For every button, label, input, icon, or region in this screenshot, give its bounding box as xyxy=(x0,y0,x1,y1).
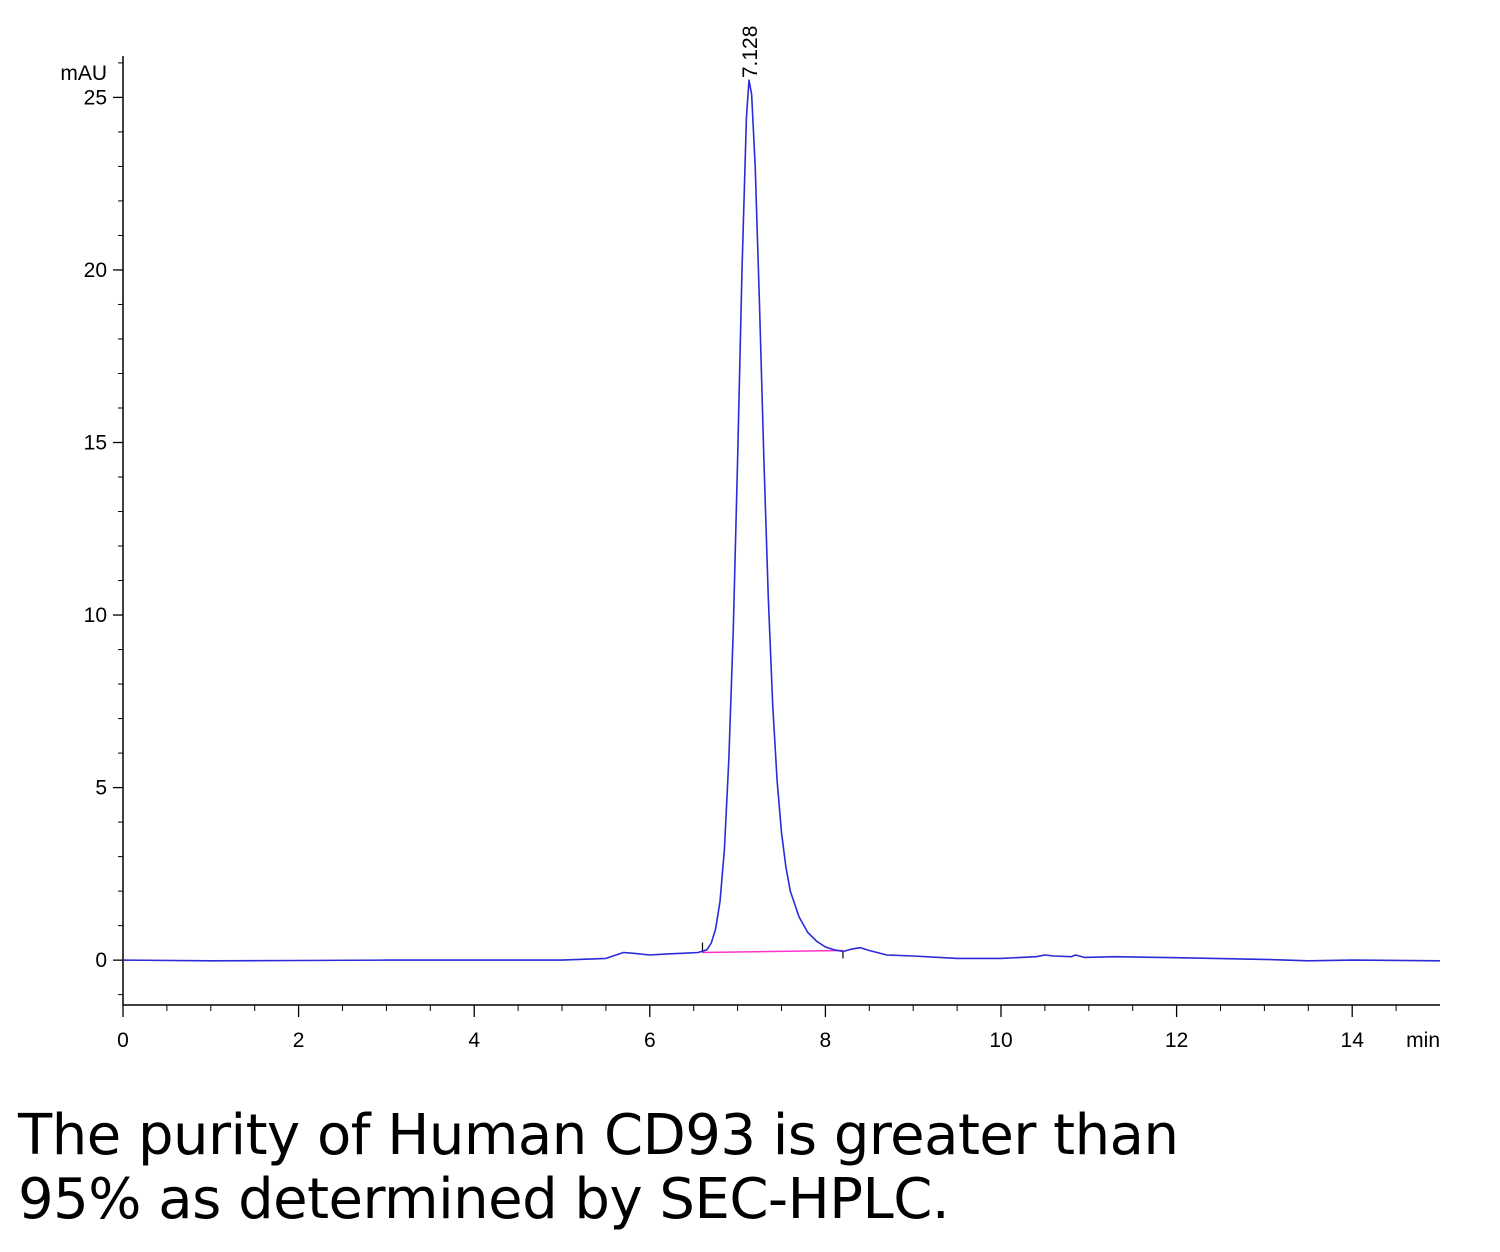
y-tick-label: 20 xyxy=(84,259,107,282)
x-tick-label: 12 xyxy=(1165,1029,1188,1052)
y-tick-label: 15 xyxy=(84,432,107,455)
caption: The purity of Human CD93 is greater than… xyxy=(18,1104,1478,1232)
x-tick-label: 8 xyxy=(820,1029,832,1052)
caption-line-1: The purity of Human CD93 is greater than xyxy=(18,1103,1179,1168)
labels: 0 5 10 15 20 25 0 2 4 6 8 10 12 14 mAU min 7.128 xyxy=(60,26,1440,1052)
y-tick-label: 5 xyxy=(95,777,107,800)
integration-baseline xyxy=(702,949,843,954)
x-tick-label: 2 xyxy=(293,1029,305,1052)
x-tick-label: 6 xyxy=(644,1029,656,1052)
y-tick-label: 10 xyxy=(84,604,107,627)
chromatogram-chart: 0 5 10 15 20 25 0 2 4 6 8 10 12 14 mAU min 7.128 xyxy=(60,26,1441,1052)
x-tick-label: 10 xyxy=(989,1029,1012,1052)
ticks xyxy=(113,62,1397,1017)
x-axis-title: min xyxy=(1406,1029,1440,1052)
y-tick-label: 25 xyxy=(84,86,107,109)
x-tick-label: 0 xyxy=(117,1029,129,1052)
peak-label: 7.128 xyxy=(739,26,762,79)
plot-area xyxy=(122,79,1441,962)
axes xyxy=(122,56,1440,1006)
y-axis-title: mAU xyxy=(60,62,107,85)
x-tick-label: 14 xyxy=(1341,1029,1365,1052)
chromatogram-trace xyxy=(122,79,1441,962)
caption-line-2: 95% as determined by SEC-HPLC. xyxy=(18,1167,950,1232)
y-tick-label: 0 xyxy=(95,949,107,972)
x-tick-label: 4 xyxy=(468,1029,480,1052)
